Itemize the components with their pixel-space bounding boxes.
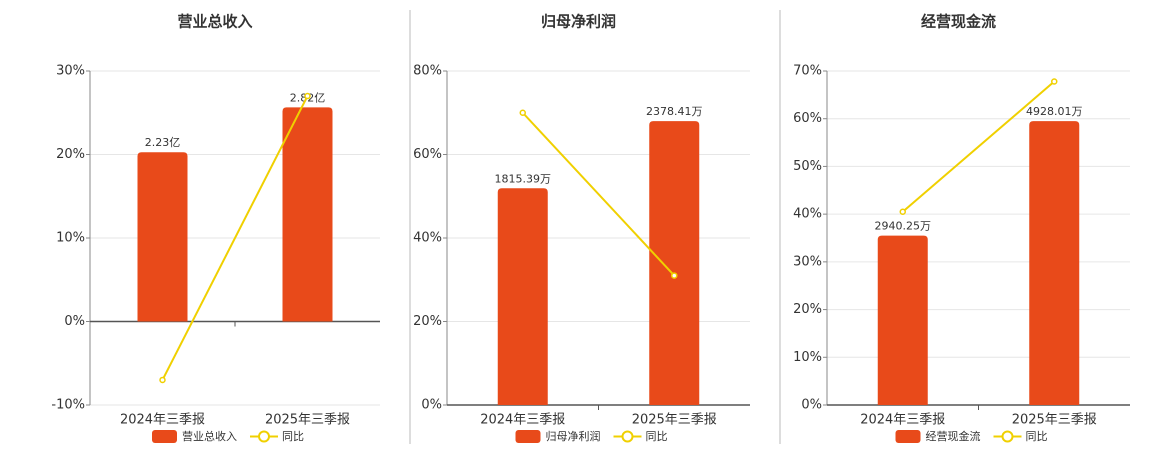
legend-swatch xyxy=(1001,430,1014,443)
data-label: 2378.41万 xyxy=(646,105,703,118)
legend-label: 同比 xyxy=(1026,430,1048,443)
x-tick-label: 2024年三季报 xyxy=(120,413,205,428)
y-tick-label: 70% xyxy=(793,64,822,79)
point xyxy=(899,208,906,216)
y-tick-label: 80% xyxy=(413,64,442,79)
point xyxy=(159,376,166,384)
legend-label: 同比 xyxy=(646,430,668,443)
y-tick-label: 10% xyxy=(793,350,822,365)
line xyxy=(902,80,1055,213)
y-tick-label: 40% xyxy=(413,231,442,246)
x-tick-label: 2025年三季报 xyxy=(1012,413,1097,428)
legend-swatch xyxy=(621,430,634,443)
chart-title: 营业总收入 xyxy=(177,13,252,31)
point xyxy=(1051,78,1058,85)
bar xyxy=(649,121,700,406)
legend-swatch xyxy=(515,430,541,443)
x-tick-label: 2024年三季报 xyxy=(480,413,565,428)
point xyxy=(304,92,311,100)
data-label: 2.23亿 xyxy=(145,136,181,149)
bar xyxy=(877,235,928,405)
y-tick-label: 60% xyxy=(793,111,822,126)
bar xyxy=(497,188,548,405)
point xyxy=(671,272,678,279)
legend-swatch xyxy=(258,430,270,443)
x-tick-label: 2024年三季报 xyxy=(860,413,945,428)
legend-label: 营业总收入 xyxy=(182,429,237,443)
bar xyxy=(282,107,333,322)
data-label: 2940.25万 xyxy=(875,220,932,233)
bar xyxy=(1029,121,1080,406)
chart-title: 经营现金流 xyxy=(921,13,996,31)
y-tick-label: 60% xyxy=(413,147,442,162)
line xyxy=(161,95,309,381)
data-label: 4928.01万 xyxy=(1026,105,1083,118)
x-tick-label: 2025年三季报 xyxy=(265,413,350,428)
legend-label: 同比 xyxy=(282,430,304,443)
y-tick-label: 20% xyxy=(793,302,822,317)
data-label: 1815.39万 xyxy=(495,172,552,185)
legend-swatch xyxy=(152,430,177,443)
line xyxy=(522,112,675,277)
y-tick-label: 30% xyxy=(56,64,85,79)
y-tick-label: 0% xyxy=(801,398,822,413)
y-tick-label: 40% xyxy=(793,207,822,222)
y-tick-label: 50% xyxy=(793,159,822,174)
x-tick-label: 2025年三季报 xyxy=(632,413,717,428)
y-tick-label: -10% xyxy=(51,398,85,413)
y-tick-label: 0% xyxy=(64,314,85,329)
y-tick-label: 20% xyxy=(413,314,442,329)
chart-title: 归母净利润 xyxy=(541,13,616,31)
point xyxy=(519,109,526,116)
bar xyxy=(137,152,188,322)
y-tick-label: 10% xyxy=(56,231,85,246)
legend-label: 归母净利润 xyxy=(546,429,601,443)
y-tick-label: 20% xyxy=(56,147,85,162)
legend-swatch xyxy=(895,430,921,443)
y-tick-label: 0% xyxy=(421,398,442,413)
legend-label: 经营现金流 xyxy=(926,429,981,443)
y-tick-label: 30% xyxy=(793,254,822,269)
